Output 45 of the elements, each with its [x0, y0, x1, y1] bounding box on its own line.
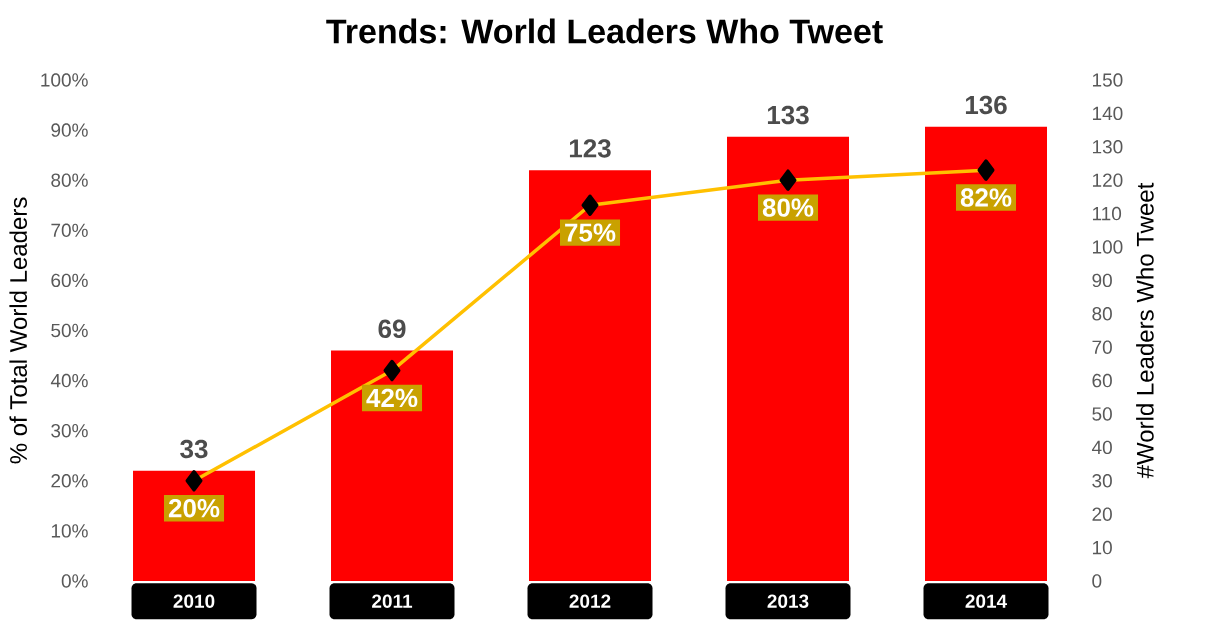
data-label: 82%: [960, 188, 1012, 207]
y-tick-label: 30%: [51, 423, 88, 438]
y-tick-label: 20%: [51, 474, 88, 488]
y2-tick-label: 100: [1092, 240, 1123, 254]
data-label: 75%: [565, 223, 616, 242]
data-label: 33: [180, 439, 208, 459]
data-label: 69: [378, 319, 406, 338]
x-tick-label: 2012: [569, 594, 611, 608]
y-tick-label: 40%: [50, 373, 88, 388]
data-label: 80%: [762, 198, 814, 217]
y2-tick-label: 50: [1092, 407, 1112, 421]
y-tick-label: 60%: [51, 273, 88, 288]
y2-axis-title: #World Leaders Who Tweet: [1136, 182, 1154, 479]
y2-tick-label: 40: [1091, 440, 1112, 455]
y-tick-label: 80%: [51, 173, 88, 187]
y-tick-label: 100%: [41, 73, 88, 87]
y2-tick-label: 10: [1092, 540, 1112, 555]
data-label: 123: [569, 139, 611, 158]
y-tick-label: 90%: [51, 123, 88, 137]
y2-tick-label: 150: [1092, 73, 1123, 87]
y2-tick-label: 130: [1092, 140, 1123, 154]
y2-tick-label: 120: [1092, 173, 1123, 187]
y-tick-label: 50%: [51, 323, 88, 338]
y2-tick-label: 140: [1092, 106, 1123, 121]
data-label: 42%: [366, 388, 418, 408]
y-tick-label: 70%: [51, 223, 88, 238]
data-label: 20%: [168, 498, 220, 518]
y2-tick-label: 110: [1092, 206, 1122, 221]
y-axis-title: % of Total World Leaders: [9, 197, 28, 464]
data-label: 133: [767, 105, 809, 125]
x-tick-label: 2014: [965, 594, 1008, 608]
chart-title: Trends: World Leaders Who Tweet: [326, 18, 883, 44]
y-tick-label: 10%: [51, 524, 88, 538]
x-tick-label: 2013: [767, 594, 809, 608]
y-tick-label: 0%: [61, 574, 88, 588]
y2-tick-label: 30: [1092, 474, 1112, 488]
y2-tick-label: 80: [1092, 307, 1112, 321]
y2-tick-label: 0: [1092, 574, 1102, 588]
y2-tick-label: 20: [1092, 507, 1112, 521]
y2-tick-label: 70: [1092, 340, 1112, 354]
x-tick-label: 2011: [372, 594, 413, 608]
y2-tick-label: 90: [1092, 273, 1112, 288]
data-label: 136: [965, 95, 1007, 115]
y2-tick-label: 60: [1092, 373, 1112, 388]
x-tick-label: 2010: [173, 594, 215, 608]
